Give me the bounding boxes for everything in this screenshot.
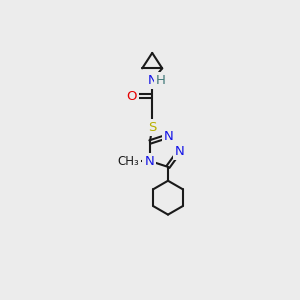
Text: N: N <box>175 145 185 158</box>
Text: S: S <box>148 121 156 134</box>
Text: CH₃: CH₃ <box>118 154 139 167</box>
Text: N: N <box>147 74 157 87</box>
Text: O: O <box>126 90 137 103</box>
Text: N: N <box>144 154 154 167</box>
Text: H: H <box>156 74 166 87</box>
Text: N: N <box>164 130 174 142</box>
